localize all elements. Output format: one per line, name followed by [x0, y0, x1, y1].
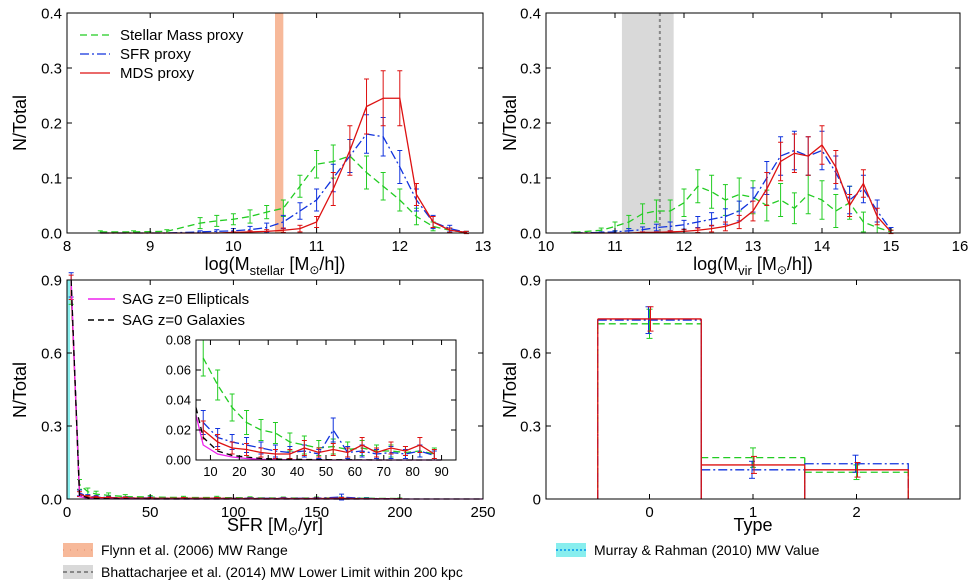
y-axis-label-stellar: N/Total — [10, 95, 30, 151]
inset-xtick-label: 50 — [319, 464, 333, 479]
panel2-xtick-label: 50 — [142, 504, 159, 521]
panel0-xtick-label: 10 — [225, 238, 242, 255]
panel1-xtick-label: 14 — [814, 238, 831, 255]
panel1-line-stellar-mass-proxy — [573, 185, 892, 234]
panel3-ytick-label: 0 — [533, 491, 541, 508]
inset-xtick-label: 20 — [232, 464, 246, 479]
inset-ytick-label: 0.08 — [166, 333, 191, 348]
panel2-ytick-label: 0.3 — [41, 418, 62, 435]
panel0-line-stellar-mass-proxy — [100, 155, 467, 234]
legend-sag: SAG z=0 Ellipticals SAG z=0 Galaxies — [88, 291, 249, 329]
panel1-ytick-label: 0.4 — [520, 5, 541, 22]
panel0-line-sfr-proxy — [100, 133, 467, 234]
panel-virial-mass: 10 11 12 13 14 15 16 0.0 0.1 0.2 0.3 0.4 N/Total lo… — [500, 5, 968, 278]
frame-panel-2 — [66, 279, 484, 500]
panel3-ytick-label: 0.9 — [520, 272, 541, 289]
inset-ytick-label: 0.00 — [166, 453, 191, 468]
y-axis-label-vir: N/Total — [500, 95, 520, 151]
panel2-xtick-label: 100 — [221, 504, 246, 521]
inset-background — [196, 340, 456, 460]
panel0-xtick-label: 9 — [146, 238, 154, 255]
panel2-ytick-label: 0.6 — [41, 345, 62, 362]
panel-sfr: 0 50 100 150 200 250 0.0 0.3 0.6 0.9 N/Total SFR … — [10, 272, 496, 538]
panel0-ytick-label: 0.1 — [41, 170, 62, 187]
inset-xtick-label: 60 — [348, 464, 362, 479]
panel2-xtick-label: 0 — [63, 504, 71, 521]
panel2-xtick-label: 150 — [304, 504, 329, 521]
panel0-xtick-label: 11 — [309, 238, 325, 255]
murray-swatch — [556, 543, 586, 557]
panel3-xtick-label: 0 — [645, 504, 653, 521]
inset-line-sag-z-0-galaxies — [195, 407, 442, 461]
inset-xtick-label: 10 — [203, 464, 217, 479]
shaded-band-0 — [275, 13, 284, 233]
inset-ytick-label: 0.02 — [166, 423, 191, 438]
panel2-ytick-label: 0.9 — [41, 272, 62, 289]
inset-xtick-label: 80 — [405, 464, 419, 479]
panel1-xtick-label: 11 — [607, 238, 623, 255]
inset-xtick-label: 90 — [434, 464, 448, 479]
panel2-xtick-label: 250 — [470, 504, 495, 521]
inset-plot: 10 20 30 40 50 60 70 80 90 0.00 0.02 0.04 0.06 0.08 — [166, 333, 457, 479]
legend-label-stellar: Stellar Mass proxy — [120, 27, 244, 44]
panel0-ytick-label: 0.4 — [41, 5, 62, 22]
panel0-ytick-label: 0.3 — [41, 60, 62, 77]
panel1-line-mds-proxy — [573, 144, 892, 234]
legend-label-ellipticals: SAG z=0 Ellipticals — [122, 291, 249, 308]
x-axis-label-sfr: SFR [M⊙/yr] — [227, 515, 323, 538]
panel1-xtick-label: 13 — [745, 238, 762, 255]
y-axis-label-type: N/Total — [500, 362, 520, 418]
x-axis-label-type: Type — [733, 515, 772, 535]
x-axis-label-stellar: log(Mstellar [M⊙/h]) — [205, 254, 346, 278]
panel1-ytick-label: 0.0 — [520, 225, 541, 242]
shaded-band-1 — [621, 13, 674, 233]
bar-outline-mds-proxy — [597, 318, 909, 499]
y-axis-label-sfr: N/Total — [10, 362, 30, 418]
panel-type: 0 1 2 0 0.3 0.6 0.9 N/Total Type — [500, 272, 961, 535]
panel0-ytick-label: 0.2 — [41, 115, 62, 132]
panel-stellar-mass: 8 9 10 11 12 13 0.0 0.1 0.2 0.3 0.4 N/Total log(Ms… — [10, 5, 491, 278]
panel1-xtick-label: 16 — [952, 238, 969, 255]
inset-xtick-label: 40 — [290, 464, 304, 479]
panel3-xtick-label: 1 — [749, 504, 757, 521]
legend-label-mds: MDS proxy — [120, 65, 195, 82]
shaded-band-2 — [67, 280, 70, 499]
panel3-xtick-label: 2 — [852, 504, 860, 521]
inset-ytick-label: 0.04 — [166, 393, 191, 408]
inset-xtick-label: 30 — [261, 464, 275, 479]
x-axis-label-vir: log(Mvir [M⊙/h]) — [693, 254, 813, 278]
panel0-xtick-label: 8 — [63, 238, 71, 255]
inset-xtick-label: 70 — [377, 464, 391, 479]
panel3-ytick-label: 0.6 — [520, 345, 541, 362]
panel1-xtick-label: 12 — [676, 238, 693, 255]
panel1-ytick-label: 0.3 — [520, 60, 541, 77]
panel1-line-sfr-proxy — [573, 149, 892, 234]
panel1-xtick-label: 10 — [538, 238, 555, 255]
legend-label-sfr: SFR proxy — [120, 46, 191, 63]
legend-top: Stellar Mass proxy SFR proxy MDS proxy — [80, 27, 244, 82]
reference-legend: Flynn et al. (2006) MW Range Bhattacharj… — [63, 542, 820, 580]
panel0-xtick-label: 13 — [475, 238, 492, 255]
panel1-ytick-label: 0.2 — [520, 115, 541, 132]
panel2-ytick-label: 0.0 — [41, 491, 62, 508]
legend-label-galaxies: SAG z=0 Galaxies — [122, 312, 245, 329]
bar-outline-stellar-mass-proxy — [597, 323, 909, 499]
panel0-ytick-label: 0.0 — [41, 225, 62, 242]
panel1-xtick-label: 15 — [883, 238, 900, 255]
bhatt-note: Bhattacharjee et al. (2014) MW Lower Lim… — [101, 564, 463, 580]
inset-ytick-label: 0.06 — [166, 363, 191, 378]
panel0-xtick-label: 12 — [391, 238, 408, 255]
flynn-note: Flynn et al. (2006) MW Range — [101, 542, 288, 558]
panel2-xtick-label: 200 — [387, 504, 412, 521]
panel1-ytick-label: 0.1 — [520, 170, 541, 187]
panel3-ytick-label: 0.3 — [520, 418, 541, 435]
murray-note: Murray & Rahman (2010) MW Value — [594, 542, 820, 558]
